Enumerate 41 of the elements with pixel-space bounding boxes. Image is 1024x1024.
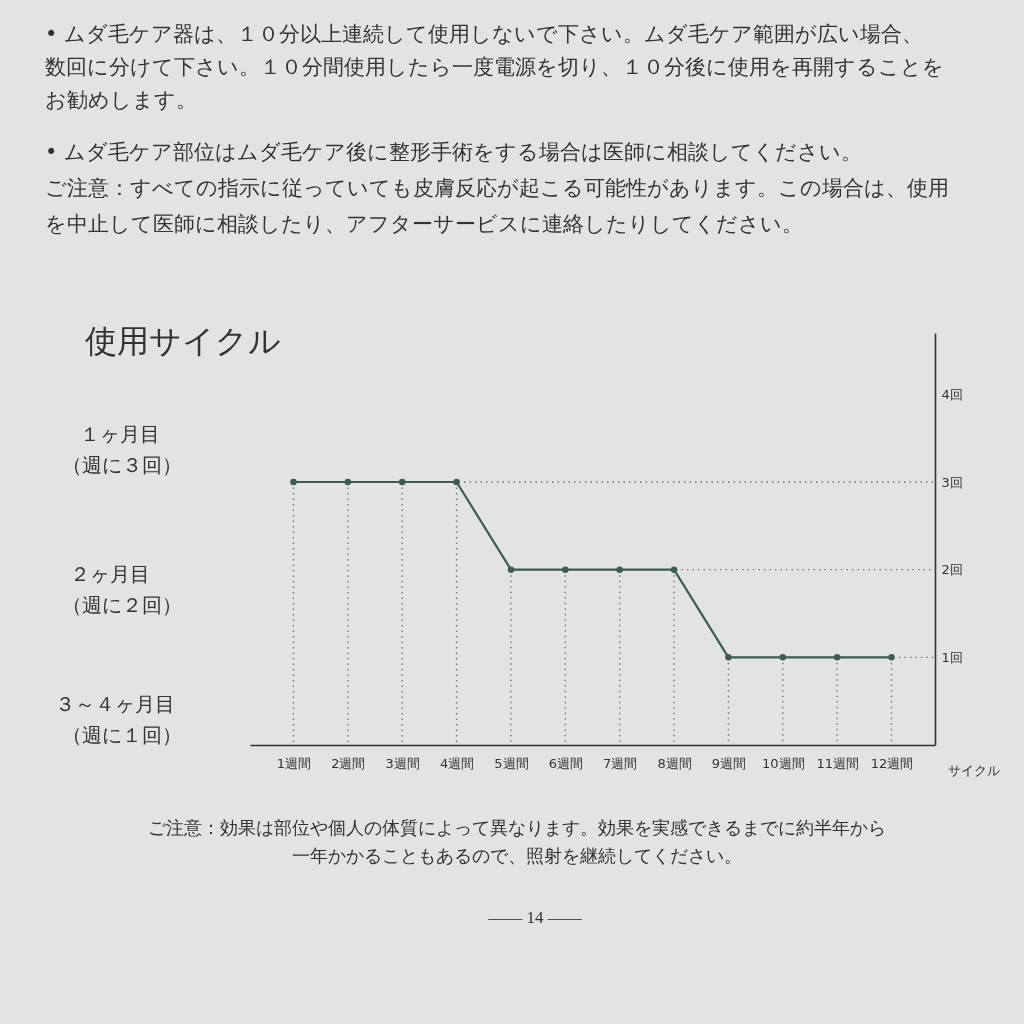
text: （週に１回） <box>62 723 182 747</box>
text: ご注意：効果は部位や個人の体質によって異なります。効果を実感できるまでに約半年から一年かかることもあるので、照射を継続してください。 <box>148 817 886 866</box>
x-tick-label: 11週間 <box>816 755 859 771</box>
y-tick-label: 2回 <box>941 562 963 578</box>
x-tick-label: 2週間 <box>331 755 366 771</box>
point <box>725 654 732 661</box>
point <box>833 654 841 661</box>
text: • ムダ毛ケア器は、１０分以上連続して使用しないで下さい。ムダ毛ケア範囲が広い場合、数回に分けて下さい。１０分間使用したら一度電源を切り、１０分後に使用を再開することをお勧めします。 <box>45 22 944 112</box>
y-tick-label: 4回 <box>941 386 963 402</box>
point <box>779 654 787 661</box>
point <box>290 478 297 486</box>
y-tick-label: 1回 <box>941 649 963 665</box>
point <box>507 566 515 573</box>
x-tick-label: 7週間 <box>603 755 638 771</box>
point <box>453 478 460 486</box>
text: —— 14 —— <box>487 908 583 927</box>
x-tick-label: 3週間 <box>385 755 420 771</box>
point <box>344 478 352 486</box>
point <box>670 566 678 573</box>
text: ３～４ヶ月目 <box>55 692 175 716</box>
x-tick-label: 12週間 <box>870 755 914 771</box>
x-tick-label: 6週間 <box>548 755 583 771</box>
point <box>616 566 623 573</box>
text: １ヶ月目 <box>80 422 160 446</box>
chart-title: 使用サイクル <box>85 322 281 360</box>
y-tick-label: 3回 <box>941 474 963 490</box>
x-tick-label: 10週間 <box>762 755 805 771</box>
text: ２ヶ月目 <box>70 562 150 586</box>
point <box>562 566 569 573</box>
text: （週に２回） <box>62 593 182 617</box>
text: • ムダ毛ケア部位はムダ毛ケア後に整形手術をする場合は医師に相談してください。 <box>45 140 863 164</box>
x-tick-label: 1週間 <box>276 755 312 771</box>
x-axis-title: サイクル <box>947 762 1000 778</box>
x-tick-label: 4週間 <box>439 755 475 771</box>
x-tick-label: 5週間 <box>494 755 529 771</box>
x-tick-label: 8週間 <box>657 755 692 771</box>
x-tick-label: 9週間 <box>711 755 747 771</box>
point <box>888 654 895 661</box>
point <box>398 478 406 486</box>
text: （週に３回） <box>62 453 182 477</box>
text: ご注意：すべての指示に従っていても皮膚反応が起こる可能性があります。この場合は、使用を中止して医師に相談したり、アフターサービスに連絡したりしてください。 <box>45 176 949 236</box>
